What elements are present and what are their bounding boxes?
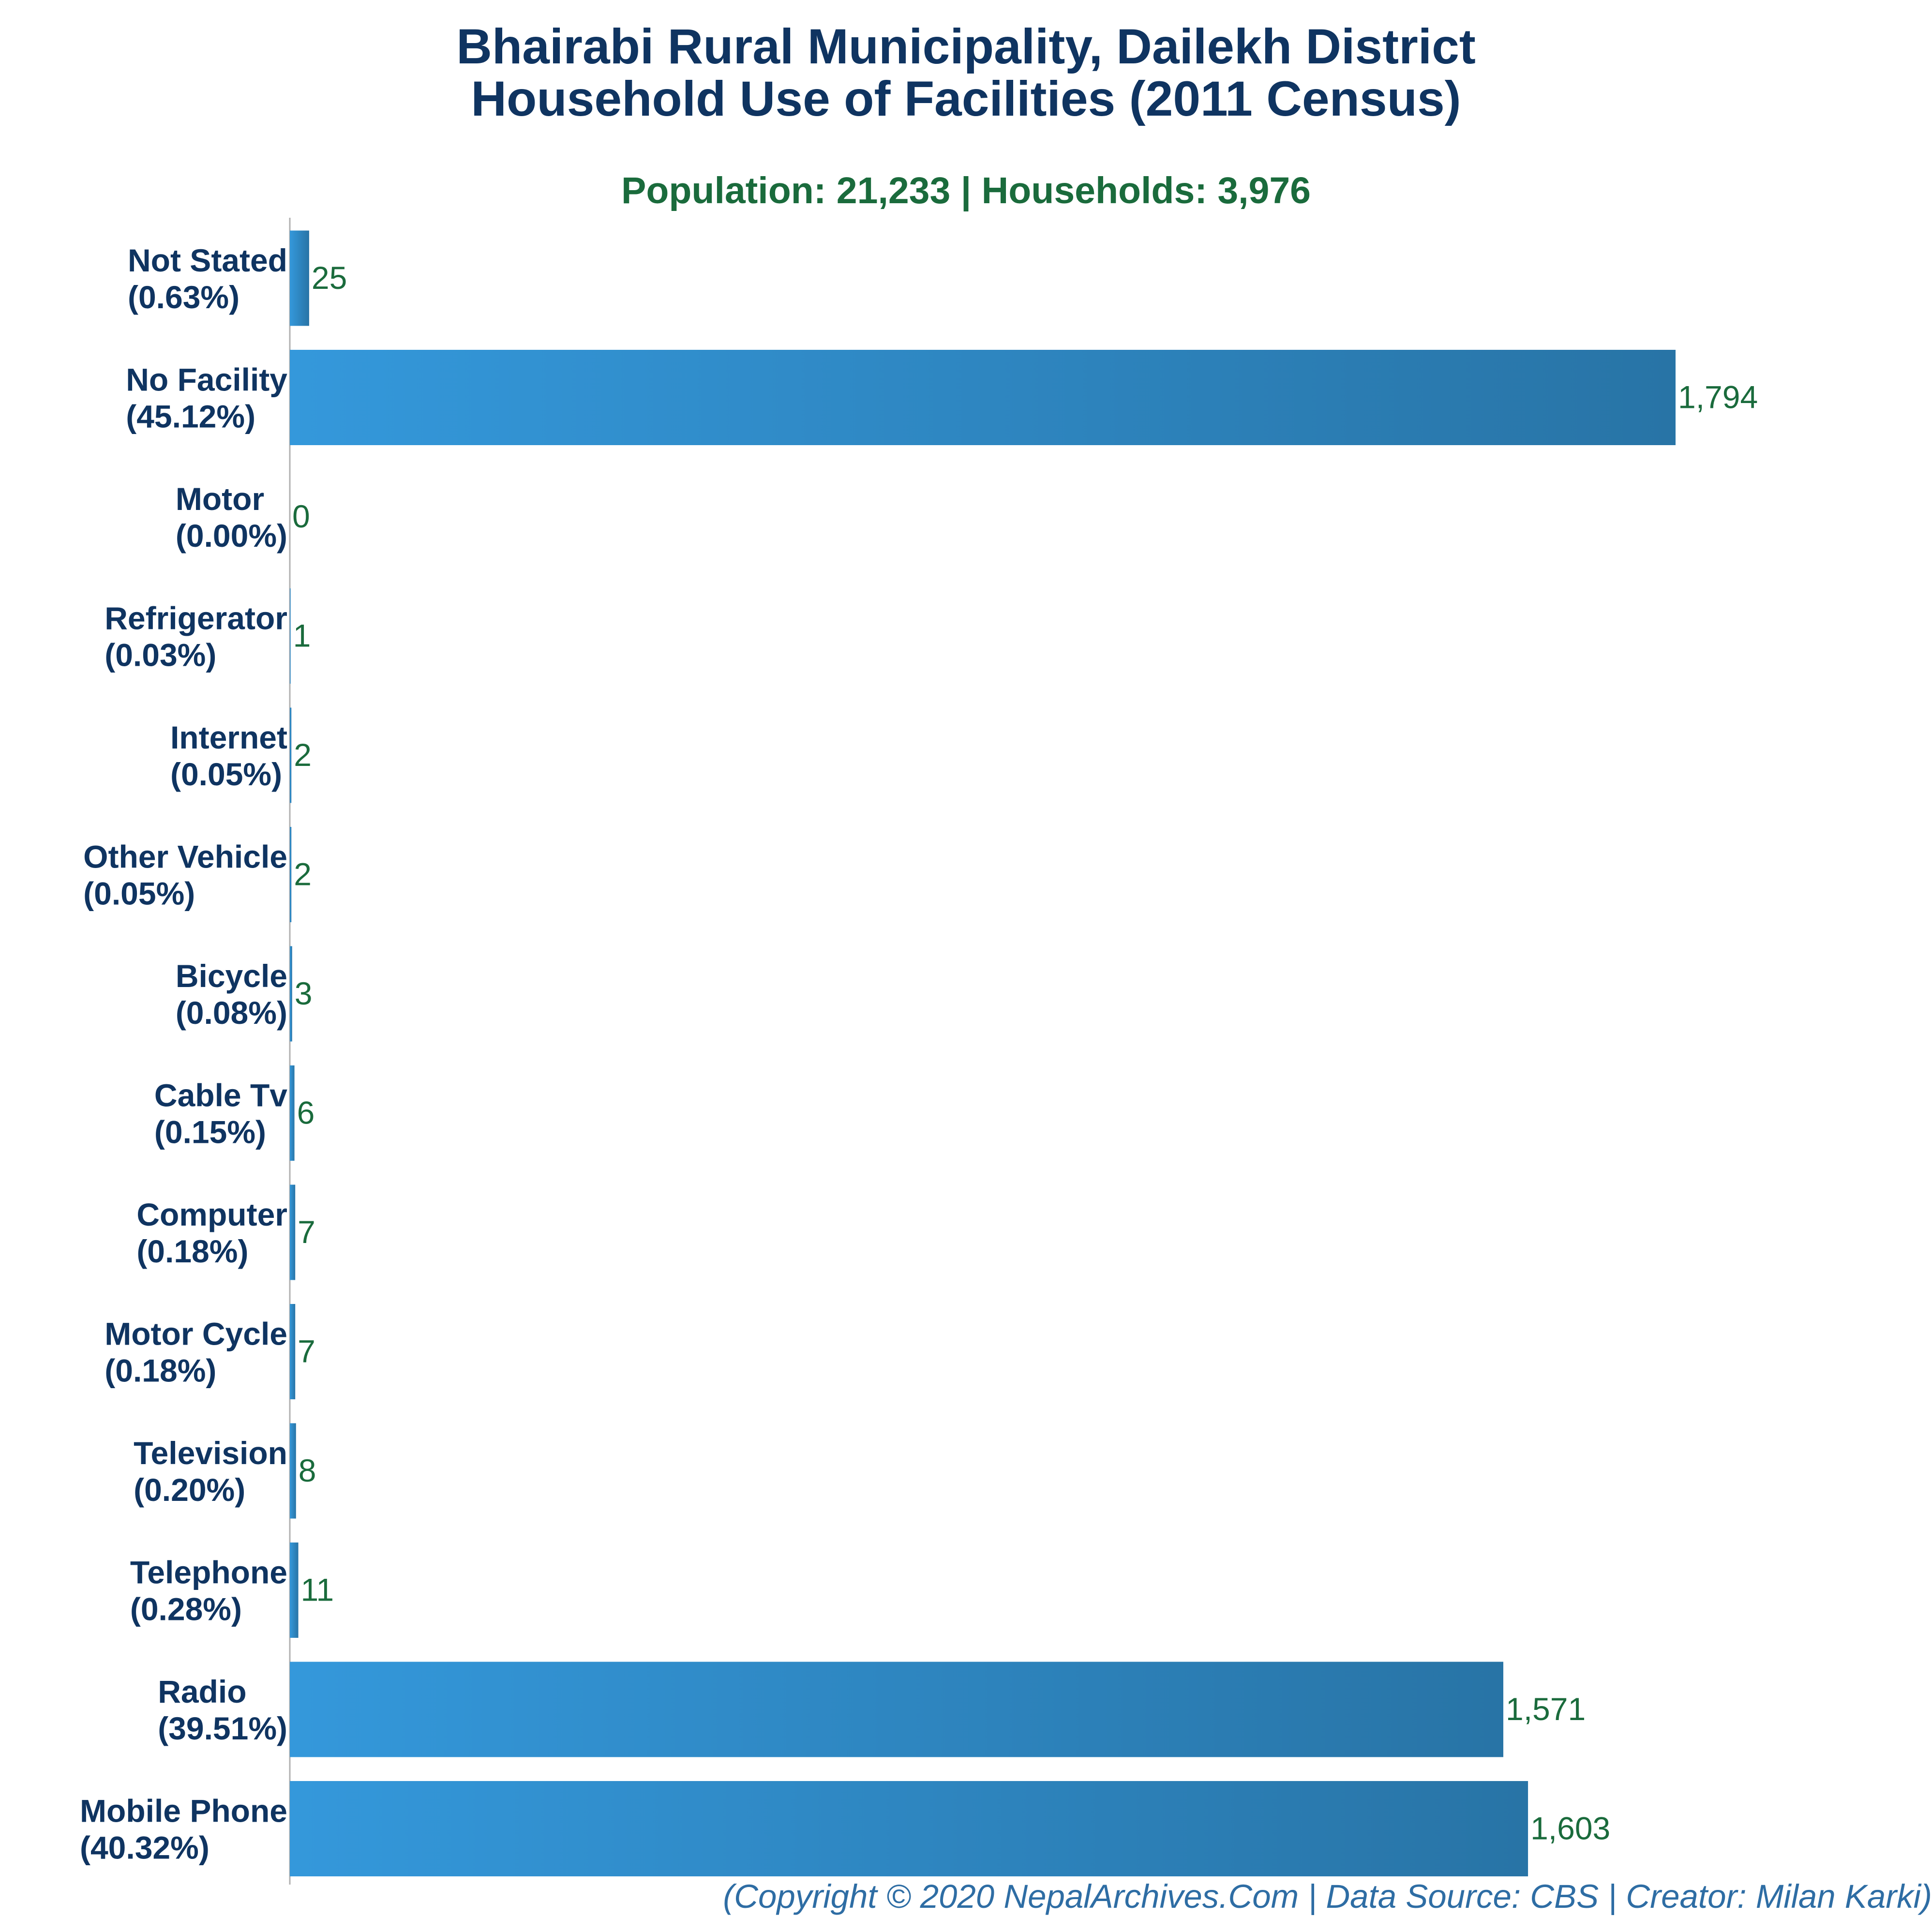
bar-no-facility bbox=[290, 350, 1676, 445]
value-label: 1,794 bbox=[1678, 379, 1758, 415]
category-label: Motor Cycle (0.18%) bbox=[105, 1316, 287, 1389]
bar-television bbox=[290, 1423, 296, 1519]
value-label: 1 bbox=[293, 618, 311, 654]
bar-mobile-phone bbox=[290, 1781, 1528, 1876]
bar-not-stated bbox=[290, 230, 309, 326]
bar-motor-cycle bbox=[290, 1304, 296, 1399]
chart-subtitle: Population: 21,233 | Households: 3,976 bbox=[621, 170, 1311, 211]
value-label: 2 bbox=[294, 856, 312, 892]
value-label: 11 bbox=[301, 1572, 334, 1608]
value-labels-group: 25 1,794 0 1 2 2 3 6 7 7 8 11 1,571 1,603 bbox=[292, 260, 1758, 1846]
bar-cable-tv bbox=[290, 1065, 295, 1161]
category-label: Computer (0.18%) bbox=[136, 1197, 287, 1269]
footer-credit: (Copyright © 2020 NepalArchives.Com | Da… bbox=[723, 1878, 1932, 1915]
category-label: Television (0.20%) bbox=[134, 1435, 287, 1508]
bar-radio bbox=[290, 1662, 1503, 1757]
bar-internet bbox=[290, 707, 292, 803]
category-label: Refrigerator (0.03%) bbox=[105, 600, 287, 673]
value-label: 6 bbox=[297, 1095, 315, 1131]
chart-title-line-1: Bhairabi Rural Municipality, Dailekh Dis… bbox=[456, 19, 1476, 74]
value-label: 2 bbox=[294, 737, 312, 773]
bars-group bbox=[290, 230, 1676, 1876]
value-label: 7 bbox=[298, 1333, 315, 1369]
category-label: Telephone (0.28%) bbox=[130, 1555, 287, 1627]
value-label: 1,603 bbox=[1530, 1811, 1610, 1846]
category-label: Not Stated (0.63%) bbox=[128, 242, 287, 315]
category-label: Radio (39.51%) bbox=[158, 1674, 287, 1746]
bar-refrigerator bbox=[290, 588, 291, 684]
category-label: Cable Tv (0.15%) bbox=[154, 1078, 287, 1150]
category-label: No Facility (45.12%) bbox=[126, 362, 287, 434]
bar-telephone bbox=[290, 1543, 299, 1638]
bar-computer bbox=[290, 1184, 296, 1280]
category-label: Other Vehicle (0.05%) bbox=[83, 839, 287, 912]
value-label: 3 bbox=[295, 975, 313, 1011]
category-label: Internet (0.05%) bbox=[170, 719, 287, 792]
value-label: 0 bbox=[292, 498, 310, 534]
category-labels-group: Not Stated (0.63%) No Facility (45.12%) Moto… bbox=[80, 242, 287, 1866]
value-label: 1,571 bbox=[1506, 1691, 1586, 1727]
bar-other-vehicle bbox=[290, 827, 292, 922]
value-label: 7 bbox=[298, 1214, 315, 1250]
category-label: Mobile Phone (40.32%) bbox=[80, 1793, 287, 1866]
bar-bicycle bbox=[290, 946, 292, 1042]
category-label: Bicycle (0.08%) bbox=[176, 958, 287, 1031]
value-label: 25 bbox=[312, 260, 347, 296]
value-label: 8 bbox=[299, 1453, 316, 1488]
chart-title-line-2: Household Use of Facilities (2011 Census… bbox=[471, 71, 1461, 126]
category-label: Motor (0.00%) bbox=[176, 481, 287, 554]
